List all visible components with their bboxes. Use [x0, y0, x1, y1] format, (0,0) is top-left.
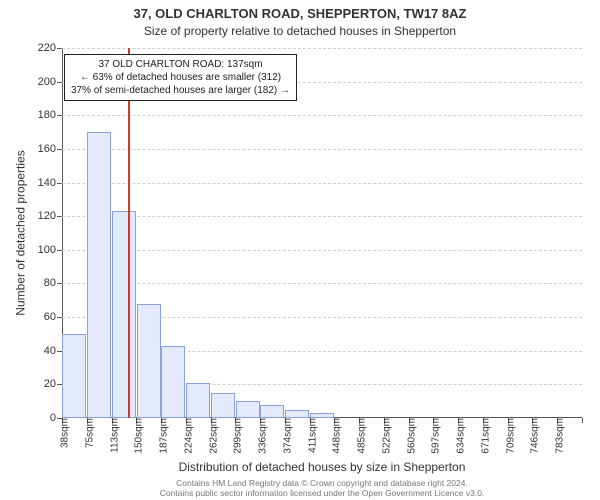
gridline: [62, 48, 582, 49]
x-axis-label: Distribution of detached houses by size …: [62, 460, 582, 474]
gridline: [62, 250, 582, 251]
ytick-label: 120: [38, 210, 62, 222]
y-axis-label: Number of detached properties: [14, 48, 28, 418]
histogram-plot: 02040608010012014016018020022038sqm75sqm…: [62, 48, 582, 418]
attribution-line-2: Contains public sector information licen…: [62, 489, 582, 498]
ytick-label: 200: [38, 76, 62, 88]
histogram-bar: [236, 401, 260, 418]
attribution: Contains HM Land Registry data © Crown c…: [62, 479, 582, 498]
histogram-bar: [137, 304, 161, 418]
xtick-label: 448sqm: [326, 418, 343, 454]
gridline: [62, 115, 582, 116]
ytick-label: 160: [38, 143, 62, 155]
xtick-label: 597sqm: [425, 418, 442, 454]
marker-line: [128, 48, 130, 418]
ytick-label: 20: [44, 378, 62, 390]
xtick-label: 746sqm: [524, 418, 541, 454]
annotation-line: 37 OLD CHARLTON ROAD: 137sqm: [71, 58, 290, 71]
ytick-label: 60: [44, 311, 62, 323]
page-subtitle: Size of property relative to detached ho…: [0, 24, 600, 38]
page-root: 37, OLD CHARLTON ROAD, SHEPPERTON, TW17 …: [0, 0, 600, 500]
ytick-label: 140: [38, 177, 62, 189]
xtick-label: 560sqm: [400, 418, 417, 454]
xtick-label: 783sqm: [549, 418, 566, 454]
gridline: [62, 216, 582, 217]
annotation-line: 37% of semi-detached houses are larger (…: [71, 84, 290, 97]
histogram-bar: [211, 393, 235, 418]
y-axis-label-text: Number of detached properties: [14, 150, 28, 315]
gridline: [62, 149, 582, 150]
histogram-bar: [87, 132, 111, 418]
xtick-label: 187sqm: [153, 418, 170, 454]
ytick-label: 80: [44, 277, 62, 289]
gridline: [62, 183, 582, 184]
ytick-label: 100: [38, 244, 62, 256]
xtick-label: 224sqm: [177, 418, 194, 454]
chart-area: 02040608010012014016018020022038sqm75sqm…: [62, 48, 582, 418]
histogram-bar: [161, 346, 185, 418]
histogram-bar: [186, 383, 210, 418]
xtick-label: 709sqm: [499, 418, 516, 454]
xtick-label: 38sqm: [54, 418, 71, 448]
xtick-label: 411sqm: [301, 418, 318, 453]
xtick-label: 113sqm: [103, 418, 120, 453]
xtick-label: 150sqm: [128, 418, 145, 454]
ytick-label: 40: [44, 345, 62, 357]
histogram-bar: [62, 334, 86, 418]
ytick-label: 220: [38, 42, 62, 54]
histogram-bar: [285, 410, 309, 418]
annotation-line: ← 63% of detached houses are smaller (31…: [71, 71, 290, 84]
gridline: [62, 283, 582, 284]
xtick-label: 522sqm: [375, 418, 392, 454]
xtick-label: 374sqm: [276, 418, 293, 454]
histogram-bar: [260, 405, 284, 418]
xtick-label: 336sqm: [252, 418, 269, 454]
annotation-box: 37 OLD CHARLTON ROAD: 137sqm← 63% of det…: [64, 54, 297, 101]
page-title: 37, OLD CHARLTON ROAD, SHEPPERTON, TW17 …: [0, 6, 600, 21]
xtick-label: 75sqm: [78, 418, 95, 448]
xtick-label: 299sqm: [227, 418, 244, 454]
histogram-bar: [112, 211, 136, 418]
ytick-label: 180: [38, 109, 62, 121]
xtick-label: 671sqm: [474, 418, 491, 454]
xtick-label: 634sqm: [450, 418, 467, 454]
xtick-label: 485sqm: [351, 418, 368, 454]
xtick-mark: [582, 418, 583, 423]
xtick-label: 262sqm: [202, 418, 219, 454]
